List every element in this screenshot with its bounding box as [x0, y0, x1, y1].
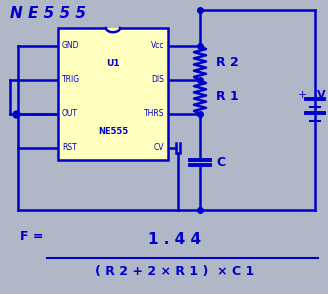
Text: TRIG: TRIG	[62, 76, 80, 84]
Text: OUT: OUT	[62, 109, 78, 118]
Text: U1: U1	[106, 59, 120, 68]
Text: NE555: NE555	[98, 126, 128, 136]
Text: ( R 2 + 2 × R 1 )  × C 1: ( R 2 + 2 × R 1 ) × C 1	[95, 265, 255, 278]
Text: CV: CV	[154, 143, 164, 153]
Text: DIS: DIS	[151, 76, 164, 84]
Text: THRS: THRS	[144, 109, 164, 118]
Text: +: +	[297, 90, 307, 100]
Text: C: C	[216, 156, 225, 168]
Text: RST: RST	[62, 143, 77, 153]
Text: V: V	[317, 90, 326, 100]
Text: 1 . 4 4: 1 . 4 4	[149, 233, 202, 248]
Text: N E 5 5 5: N E 5 5 5	[10, 6, 86, 21]
Text: R 2: R 2	[216, 56, 239, 69]
Text: R 1: R 1	[216, 91, 239, 103]
Text: Vcc: Vcc	[151, 41, 164, 51]
Text: F =: F =	[20, 230, 44, 243]
Bar	[58, 28, 168, 160]
Text: GND: GND	[62, 41, 79, 51]
Polygon shape	[106, 28, 120, 32]
